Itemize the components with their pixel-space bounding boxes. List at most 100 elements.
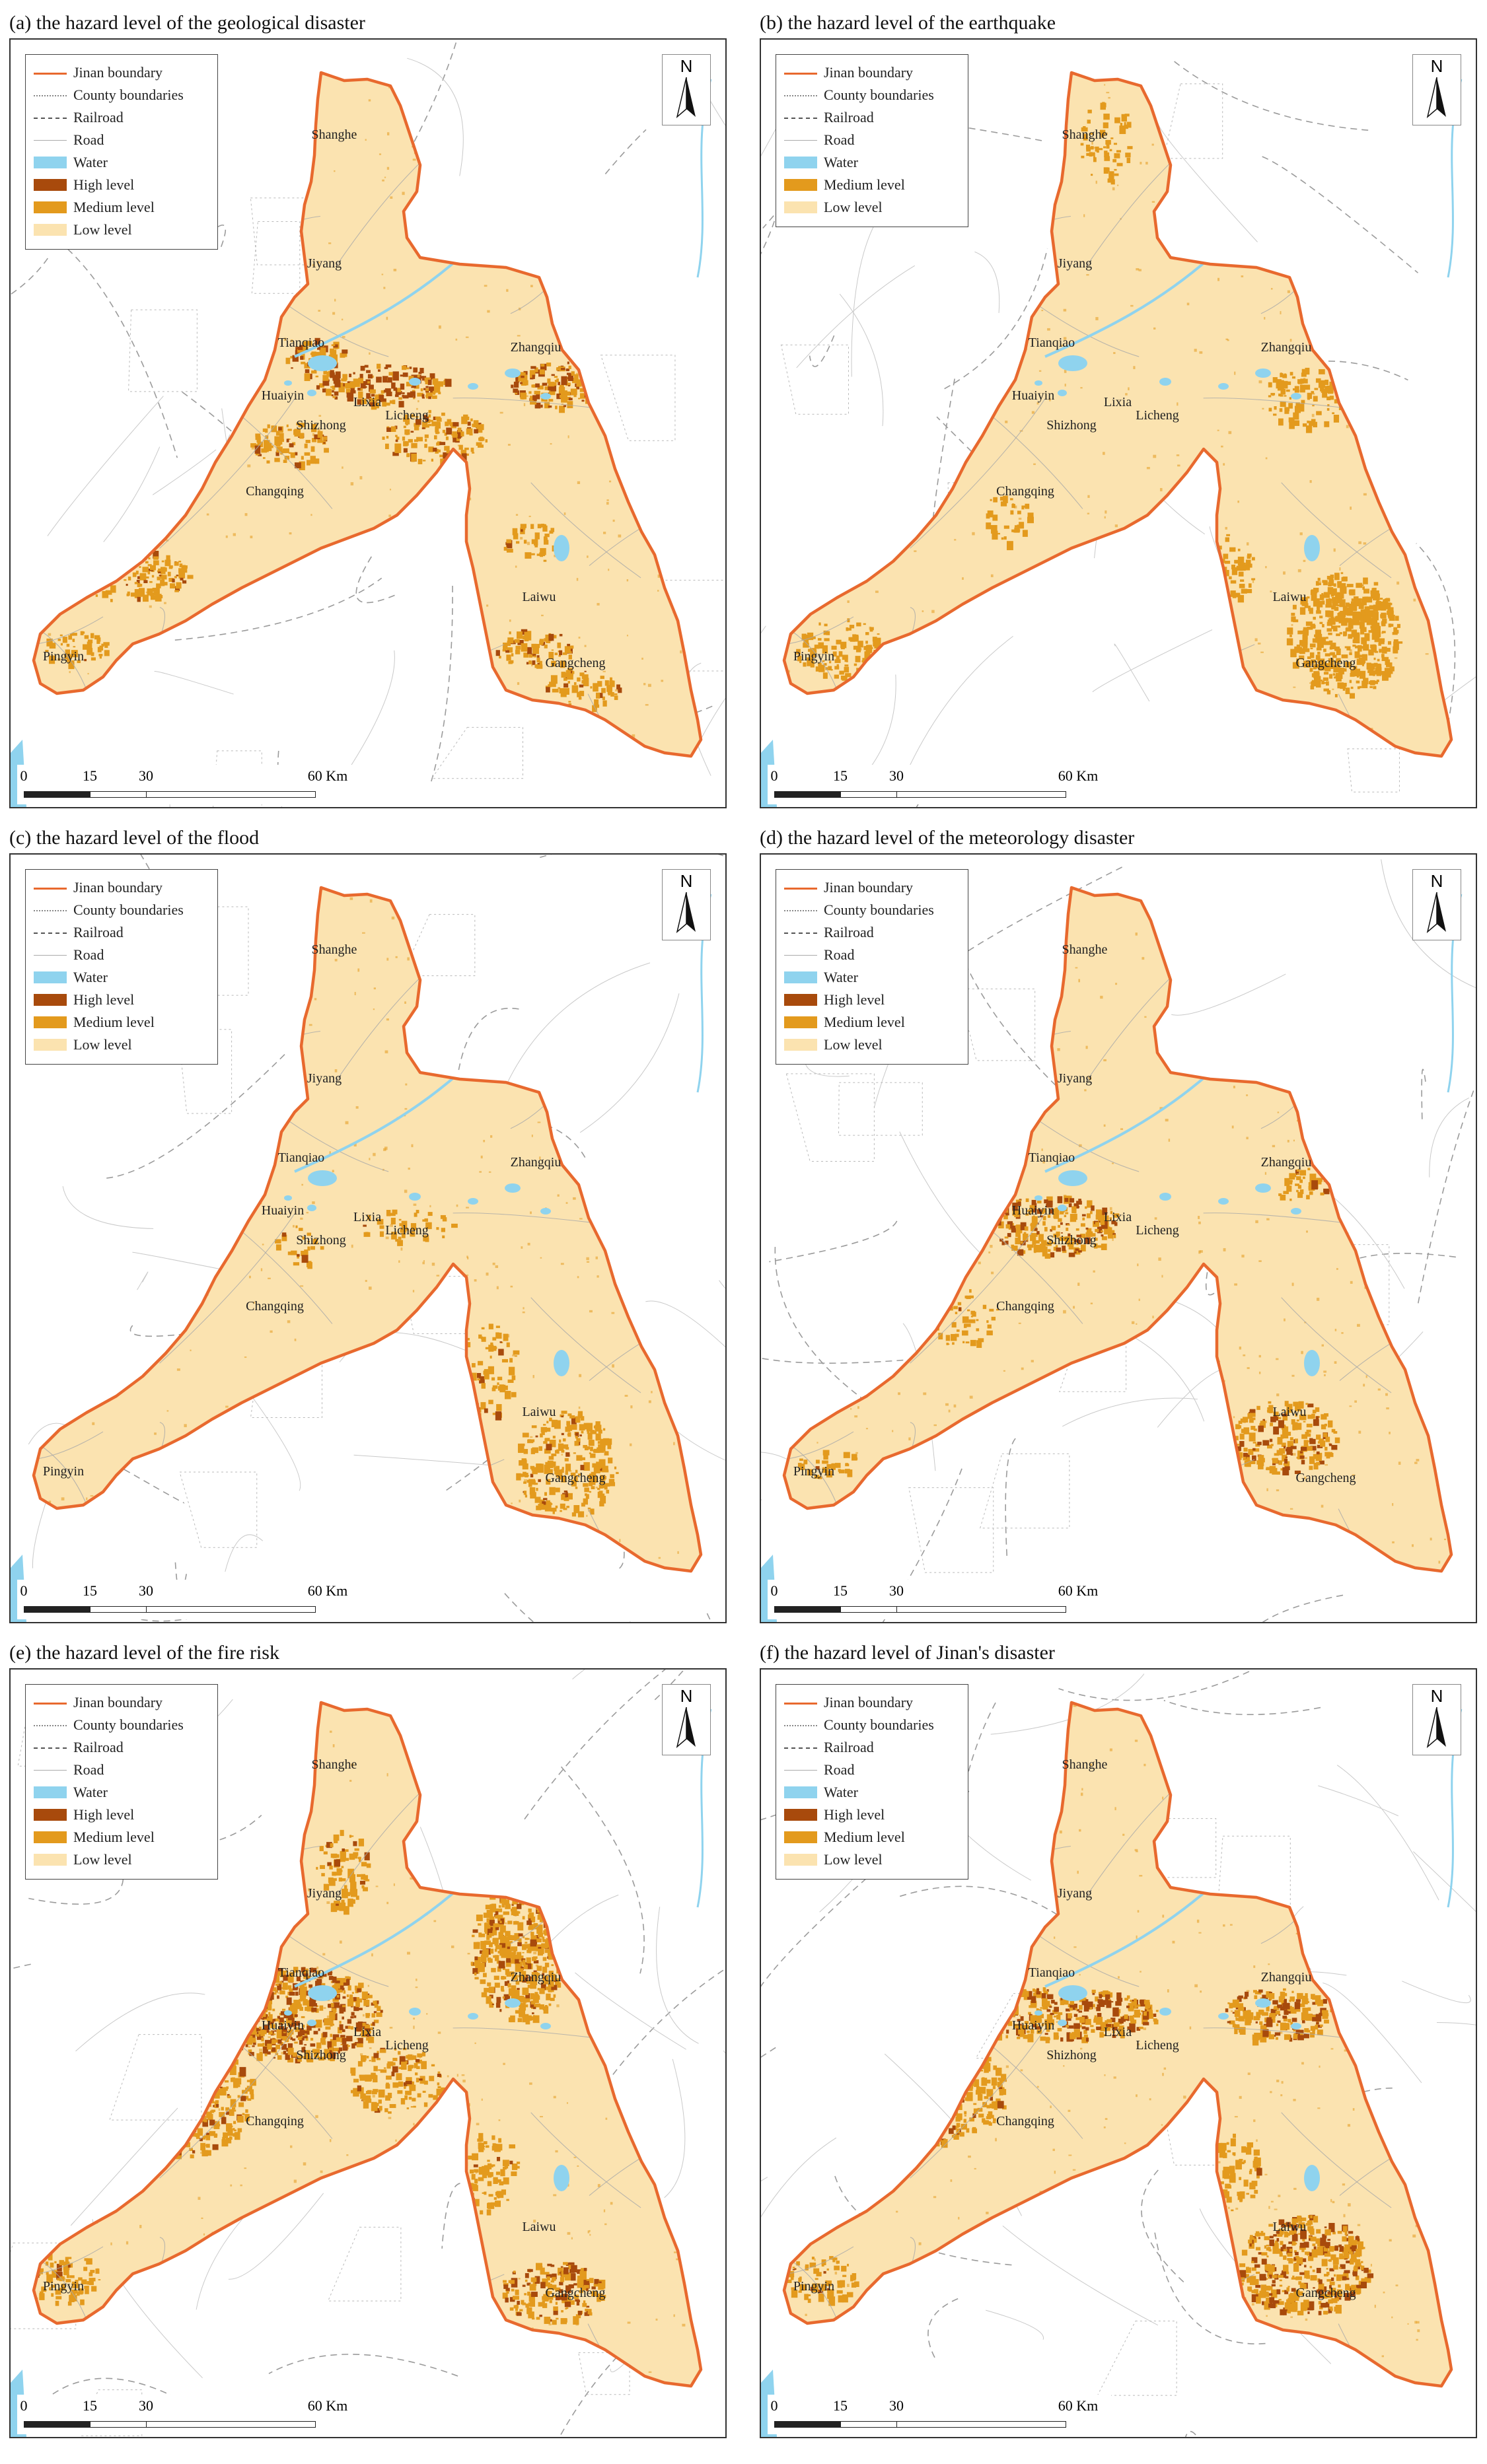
scale-tick-label: 30 (139, 1582, 153, 1599)
map-legend: Jinan boundary County boundaries Railroad R… (25, 54, 218, 250)
place-label: Shanghe (1062, 942, 1108, 957)
legend-swatch (784, 933, 817, 934)
legend-item: Low level (776, 1034, 968, 1056)
legend-label: Medium level (73, 1014, 155, 1030)
legend-item: Water (26, 966, 217, 989)
legend-item: County boundaries (26, 84, 217, 106)
scale-tick-label: 15 (833, 1582, 848, 1599)
place-label: Shanghe (1062, 1757, 1108, 1772)
legend-label: Water (824, 154, 858, 170)
legend-item: Jinan boundary (776, 876, 968, 899)
legend-label: Low level (824, 1851, 883, 1868)
legend-swatch (34, 933, 67, 934)
legend-swatch (784, 179, 817, 191)
place-label: Laiwu (522, 2220, 556, 2234)
map-legend: Jinan boundary County boundaries Railroad R… (25, 869, 218, 1065)
legend-label: Low level (824, 1036, 883, 1053)
legend-swatch (34, 201, 67, 213)
map-panel-f: Shanghe Jiyang Tianqiao Zhangqiu Huaiyin Lixi… (760, 1668, 1477, 2438)
north-letter: N (680, 871, 693, 891)
place-label: Huaiyin (1012, 2018, 1054, 2033)
legend-item: Jinan boundary (26, 1691, 217, 1714)
place-label: Gangcheng (545, 656, 605, 670)
legend-label: Jinan boundary (73, 1694, 163, 1710)
place-label: Shizhong (296, 418, 346, 433)
place-label: Huaiyin (262, 1203, 304, 1218)
place-label: Pingyin (43, 2279, 84, 2294)
legend-label: High level (73, 1806, 135, 1823)
scale-segment (24, 791, 91, 798)
legend-item: Low level (776, 1848, 968, 1871)
legend-item: Railroad (776, 1736, 968, 1759)
place-label: Laiwu (522, 590, 556, 604)
scale-tick-label: 0 (770, 2397, 778, 2414)
jinan-boundary (782, 1701, 1453, 2388)
legend-swatch (34, 157, 67, 168)
scale-tick-label: 30 (889, 767, 904, 784)
map-legend: Jinan boundary County boundaries Railroad R… (776, 54, 968, 227)
map-legend: Jinan boundary County boundaries Railroad R… (776, 869, 968, 1065)
legend-swatch (34, 73, 67, 75)
legend-item: Railroad (26, 106, 217, 129)
place-label: Jiyang (307, 1886, 342, 1901)
legend-swatch (784, 1770, 817, 1771)
map-panel-a: Shanghe Jiyang Tianqiao Zhangqiu Huaiyin Lixi… (9, 38, 727, 808)
legend-item: High level (26, 174, 217, 196)
north-arrow-icon (1426, 1707, 1446, 1749)
scale-segment (146, 791, 316, 798)
scale-tick-label: 60 Km (1058, 767, 1099, 784)
legend-swatch (34, 910, 67, 911)
jinan-boundary (32, 71, 703, 758)
panel-b-title: (b) the hazard level of the earthquake (760, 12, 1056, 34)
scale-segment (24, 2421, 91, 2428)
legend-swatch (784, 971, 817, 983)
place-label: Pingyin (793, 649, 834, 664)
legend-label: Road (824, 1761, 855, 1778)
place-label: Shizhong (296, 2048, 346, 2062)
place-label: Lixia (1104, 395, 1132, 409)
map-panel-e: Shanghe Jiyang Tianqiao Zhangqiu Huaiyin Lixi… (9, 1668, 727, 2438)
place-label: Lixia (353, 395, 381, 409)
north-letter: N (680, 1686, 693, 1706)
place-label: Shanghe (1062, 127, 1108, 142)
scale-tick-label: 15 (83, 1582, 97, 1599)
scale-segment (840, 791, 898, 798)
legend-label: County boundaries (73, 901, 184, 918)
legend-swatch (784, 1854, 817, 1866)
legend-item: Water (776, 1781, 968, 1804)
place-label: Changqing (246, 2114, 304, 2129)
legend-item: Medium level (26, 1826, 217, 1848)
scale-tick-label: 15 (83, 2397, 97, 2414)
legend-swatch (34, 1770, 67, 1771)
place-label: Shizhong (1046, 2048, 1097, 2062)
north-arrow: N (1412, 869, 1461, 940)
place-label: Shanghe (312, 1757, 357, 1772)
legend-label: Railroad (824, 1739, 874, 1755)
legend-label: Jinan boundary (824, 64, 914, 81)
north-arrow-icon (676, 1707, 696, 1749)
place-label: Gangcheng (545, 1471, 605, 1485)
place-label: Licheng (1136, 408, 1179, 423)
place-label: Laiwu (1272, 1405, 1306, 1419)
legend-label: Low level (73, 1036, 132, 1053)
scale-segment (840, 2421, 898, 2428)
north-arrow: N (662, 1684, 711, 1755)
legend-label: Road (824, 131, 855, 148)
place-label: Shizhong (296, 1233, 346, 1248)
place-label: Gangcheng (545, 2286, 605, 2300)
scale-tick-label: 60 Km (1058, 1582, 1099, 1599)
legend-item: High level (26, 989, 217, 1011)
legend-item: Water (26, 151, 217, 174)
scale-tick-label: 60 Km (307, 2397, 348, 2414)
jinan-boundary (32, 1701, 703, 2388)
legend-swatch (784, 955, 817, 956)
legend-item: Water (776, 151, 968, 174)
legend-label: Road (824, 946, 855, 963)
place-label: Zhangqiu (1261, 1970, 1312, 1985)
legend-item: High level (776, 989, 968, 1011)
legend-label: Medium level (73, 199, 155, 215)
low-hazard-area (784, 888, 1451, 1571)
low-hazard-area (34, 1703, 701, 2386)
place-label: Licheng (1136, 1223, 1179, 1238)
place-label: Changqing (996, 484, 1054, 499)
